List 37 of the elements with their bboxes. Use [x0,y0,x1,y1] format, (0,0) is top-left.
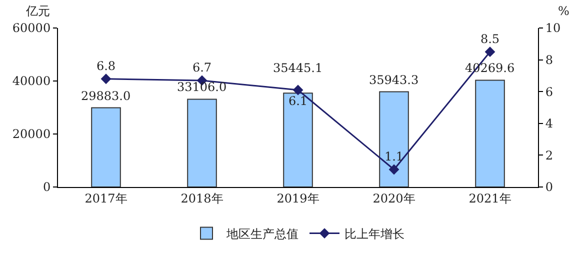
y2-tick-label: 10 [545,21,561,36]
y-tick-label: 0 [42,180,51,194]
legend-label: 比上年增长 [344,226,404,241]
data-label: 8.5 [480,32,500,46]
data-label: 35943.3 [369,73,419,87]
bar [283,92,313,187]
data-label: 6.7 [192,60,212,74]
y2-tick-label: 0 [545,180,554,194]
data-label: 6.1 [288,94,308,108]
y-tick-label: 40000 [12,74,51,88]
legend-label: 地区生产总值 [226,226,298,241]
y2-tick-label: 8 [545,53,554,67]
x-tick-label: 2018年 [180,191,224,206]
bar [187,98,217,187]
point [292,84,304,96]
y2-tick-label: 4 [545,116,554,131]
x-tick-label: 2017年 [84,191,128,206]
y2-tick-label: 2 [545,148,554,162]
bar [475,80,505,187]
x-tick-label: 2020年 [372,191,416,206]
bar [91,107,121,187]
data-label: 1.1 [384,150,404,164]
data-label: 6.8 [96,58,116,73]
x-tick-label: 2021年 [468,191,512,206]
x-tick-label: 2019年 [276,191,320,206]
y-tick-label: 60000 [12,21,51,36]
y2-axis-title: % [558,4,570,18]
data-label: 33106.0 [177,80,227,94]
data-label: 29883.0 [81,89,131,103]
point [388,164,400,175]
point [484,46,496,58]
point [100,74,112,84]
y-axis-title: 亿元 [25,4,50,18]
y-tick-label: 20000 [12,127,51,142]
data-label: 35445.1 [273,61,323,75]
y2-tick-label: 6 [545,84,554,99]
bar [379,91,409,187]
